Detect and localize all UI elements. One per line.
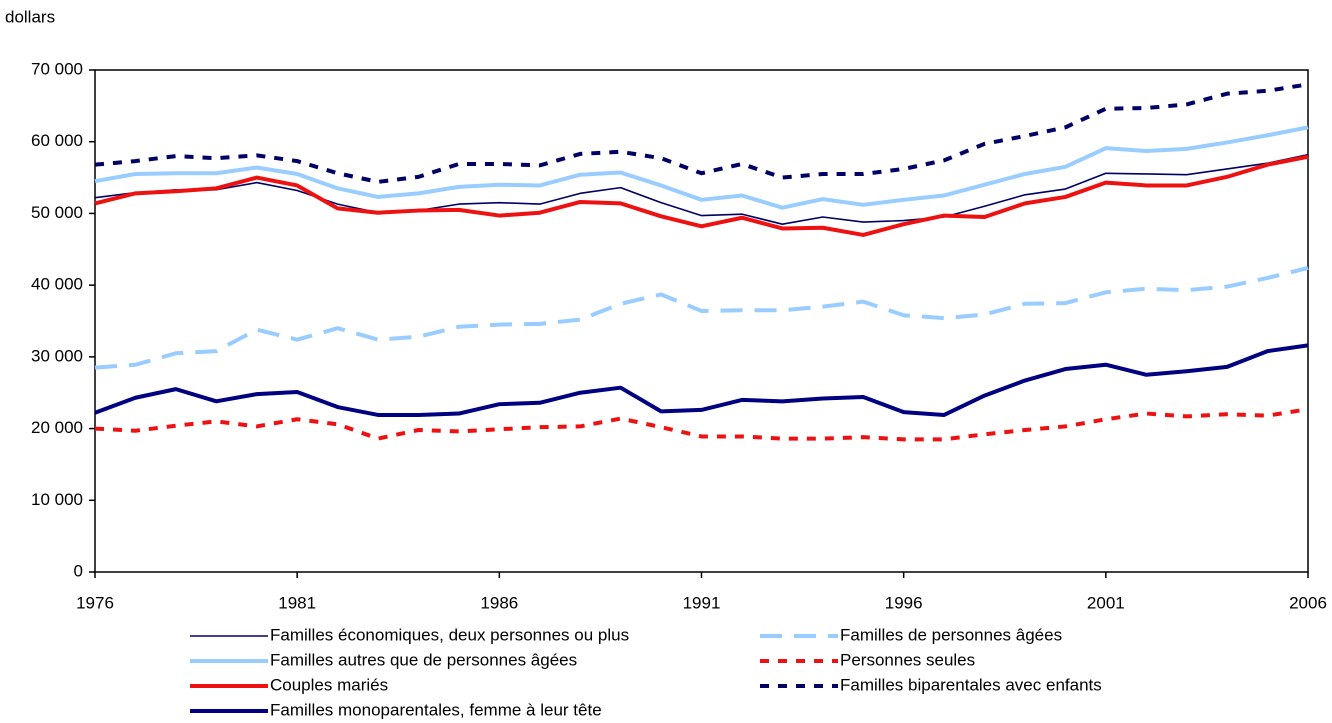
series-line — [94, 125, 1309, 210]
x-tick-label: 1996 — [885, 593, 923, 612]
legend-label: Familles monoparentales, femme à leur tê… — [270, 700, 602, 719]
y-tick-label: 70 000 — [31, 59, 83, 78]
x-tick-label: 1976 — [76, 593, 114, 612]
y-tick-label: 40 000 — [31, 275, 83, 294]
y-tick-label: 10 000 — [31, 490, 83, 509]
legend-label: Couples mariés — [270, 675, 388, 694]
y-tick-label: 50 000 — [31, 203, 83, 222]
x-tick-label: 1991 — [683, 593, 721, 612]
series-line — [94, 82, 1309, 184]
series-line — [94, 265, 1309, 370]
x-tick-label: 1981 — [278, 593, 316, 612]
y-tick-label: 20 000 — [31, 418, 83, 437]
y-axis-label: dollars — [5, 7, 55, 26]
legend-label: Familles autres que de personnes âgées — [270, 650, 577, 669]
legend-label: Personnes seules — [840, 650, 975, 669]
legend-label: Familles biparentales avec enfants — [840, 675, 1102, 694]
series-line — [94, 154, 1309, 237]
x-tick-label: 1986 — [480, 593, 518, 612]
legend-label: Familles économiques, deux personnes ou … — [270, 625, 629, 644]
series-line — [94, 343, 1309, 417]
legend-label: Familles de personnes âgées — [840, 625, 1062, 644]
y-tick-label: 30 000 — [31, 346, 83, 365]
y-tick-label: 0 — [74, 561, 83, 580]
x-tick-label: 2006 — [1289, 593, 1327, 612]
series-line — [94, 407, 1309, 442]
series-line — [94, 153, 1309, 225]
plot-frame — [94, 69, 1309, 573]
x-tick-label: 2001 — [1087, 593, 1125, 612]
y-tick-label: 60 000 — [31, 131, 83, 150]
